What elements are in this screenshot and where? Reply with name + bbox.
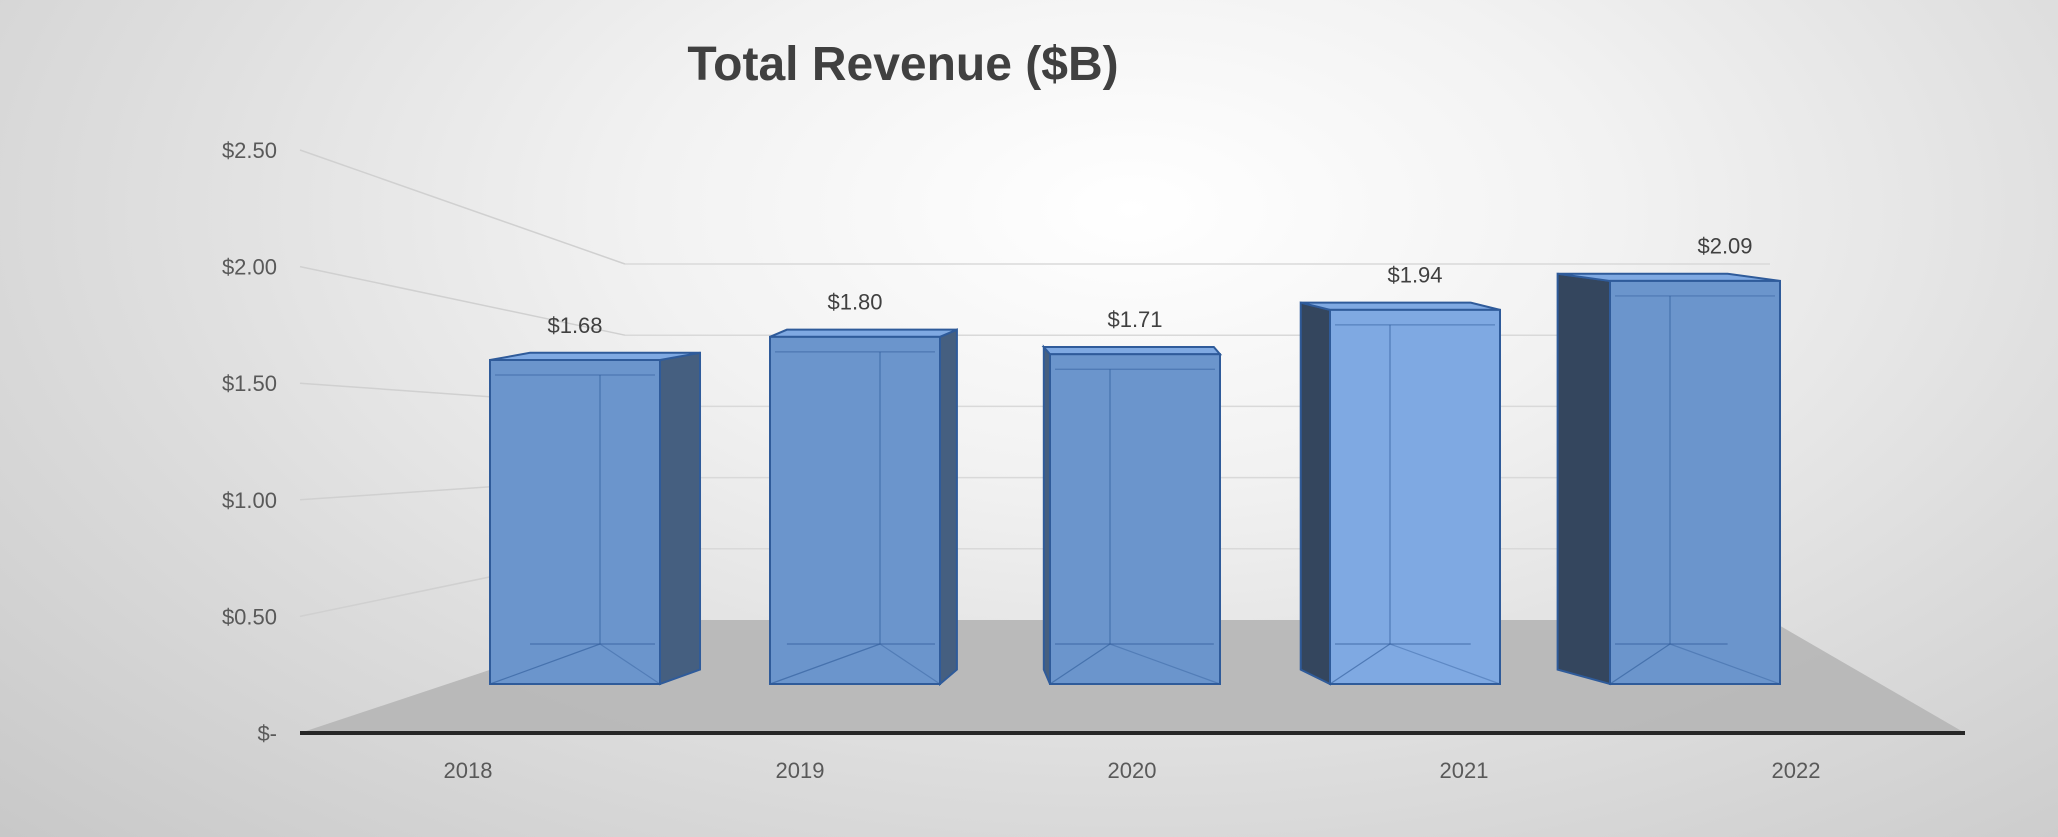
data-label: $1.94 <box>1387 263 1442 288</box>
x-tick-label: 2018 <box>444 758 493 783</box>
bar-front <box>489 359 661 685</box>
bar-inner-edge <box>769 643 881 685</box>
data-labels: $1.68 $1.80 $1.71 $1.94 $2.09 <box>547 234 1752 338</box>
data-label: $1.68 <box>547 313 602 338</box>
bar-front <box>1609 279 1781 685</box>
x-tick-label: 2022 <box>1772 758 1821 783</box>
bar-inner-edge <box>489 643 601 685</box>
bar-front <box>1329 308 1501 685</box>
bar-top <box>1041 346 1223 356</box>
bar-inner-edge <box>1049 643 1111 685</box>
x-tick-label: 2021 <box>1440 758 1489 783</box>
bar-side <box>1556 272 1611 686</box>
bar-2022 <box>1556 272 1781 686</box>
y-tick-label: $- <box>257 721 277 746</box>
y-tick-label: $1.00 <box>222 488 277 513</box>
x-tick-label: 2019 <box>776 758 825 783</box>
bar-inner-edge <box>1609 643 1671 685</box>
data-label: $1.80 <box>827 290 882 315</box>
bar-front <box>769 335 941 685</box>
gridline-side <box>299 149 626 265</box>
bar-2019 <box>769 328 958 687</box>
bar-2020 <box>1041 344 1223 685</box>
bar-side <box>939 328 958 687</box>
bar-side <box>1299 301 1331 686</box>
y-axis-ticks: $- $0.50 $1.00 $1.50 $2.00 $2.50 <box>222 138 277 746</box>
bars <box>489 272 1781 687</box>
y-tick-label: $2.00 <box>222 255 277 280</box>
bar-inner-edge <box>1669 643 1781 685</box>
bar-inner-edge <box>1329 643 1391 685</box>
y-tick-label: $1.50 <box>222 371 277 396</box>
bar-front <box>1049 353 1221 685</box>
x-axis-ticks: 2018 2019 2020 2021 2022 <box>444 758 1821 783</box>
y-tick-label: $2.50 <box>222 138 277 163</box>
bar-inner-edge <box>599 643 661 685</box>
bar-top <box>489 351 701 361</box>
bar-top <box>1300 301 1501 311</box>
bar-inner-edge <box>879 643 941 685</box>
data-label: $1.71 <box>1107 307 1162 332</box>
bar-2018 <box>489 351 702 686</box>
chart-title: Total Revenue ($B) <box>687 38 1118 91</box>
bar-2021 <box>1299 301 1501 686</box>
bar-inner-edge <box>1389 643 1501 685</box>
bar-side <box>659 351 702 686</box>
y-tick-label: $0.50 <box>222 604 277 629</box>
bar-inner-edge <box>1109 643 1221 685</box>
data-label: $2.09 <box>1697 234 1752 259</box>
gridline-side <box>299 265 626 336</box>
bar-top <box>769 328 958 338</box>
x-tick-label: 2020 <box>1108 758 1157 783</box>
